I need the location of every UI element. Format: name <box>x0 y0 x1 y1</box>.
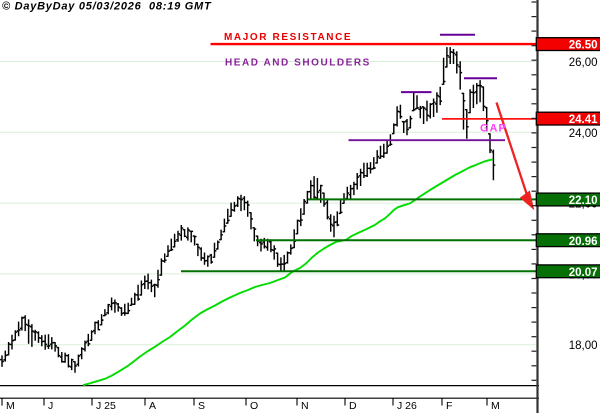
svg-text:22.10: 22.10 <box>569 195 598 207</box>
svg-text:F: F <box>446 400 452 412</box>
svg-text:M: M <box>6 400 15 412</box>
svg-text:26,00: 26,00 <box>569 57 598 69</box>
svg-text:MAJOR RESISTANCE: MAJOR RESISTANCE <box>224 32 352 43</box>
svg-text:M: M <box>491 400 500 412</box>
svg-text:N: N <box>301 400 309 412</box>
svg-text:20.96: 20.96 <box>569 236 598 248</box>
svg-text:A: A <box>149 400 156 412</box>
svg-text:18,00: 18,00 <box>569 340 598 352</box>
svg-text:GAP: GAP <box>480 123 507 135</box>
svg-text:20.07: 20.07 <box>569 267 598 279</box>
svg-text:24,00: 24,00 <box>569 128 598 140</box>
svg-text:24.41: 24.41 <box>569 114 598 126</box>
svg-text:O: O <box>250 400 258 412</box>
svg-text:S: S <box>198 400 205 412</box>
svg-text:J 26: J 26 <box>397 400 417 412</box>
svg-text:26.50: 26.50 <box>569 40 598 52</box>
svg-text:HEAD AND SHOULDERS: HEAD AND SHOULDERS <box>225 58 371 69</box>
svg-text:J: J <box>48 400 53 412</box>
svg-text:D: D <box>349 400 357 412</box>
svg-text:© DayByDay 05/03/2026 08:19 G: © DayByDay 05/03/2026 08:19 GMT <box>2 1 212 13</box>
svg-text:J 25: J 25 <box>96 400 116 412</box>
